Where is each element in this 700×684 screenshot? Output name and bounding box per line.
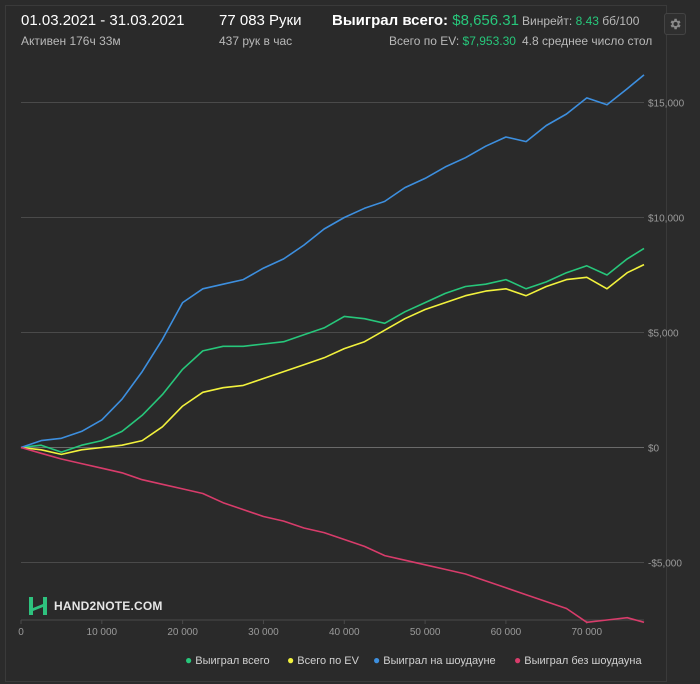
series-line-ev [20,263,645,456]
x-tick-label: 20 000 [167,627,198,638]
hands-count: 77 083 Руки [219,12,302,29]
series-line-showdown [20,74,645,449]
hand2note-logo-icon [29,597,47,615]
y-tick-label: -$5,000 [648,559,682,570]
legend-item-won[interactable]: ● Выиграл всего [185,653,270,667]
legend-label-ev: Всего по EV [297,655,359,667]
x-tick-label: 60 000 [491,627,522,638]
settings-button[interactable] [664,13,686,35]
legend-label-won: Выиграл всего [195,655,270,667]
ev-total: Всего по EV: $7,953.30 [389,34,516,48]
legend-item-ev[interactable]: ● Всего по EV [287,653,359,667]
plot-area [21,68,644,620]
gear-icon [670,18,681,30]
x-tick-label: 30 000 [248,627,279,638]
ev-total-label: Всего по EV: [389,34,460,48]
winrate-label: Винрейт: [522,14,573,28]
x-tick-label: 0 [18,627,24,638]
x-tick-label: 70 000 [571,627,602,638]
legend-marker-non-showdown: ● [514,653,522,667]
y-tick-label: $5,000 [648,329,679,340]
y-tick-label: $15,000 [648,99,685,110]
legend-item-showdown[interactable]: ● Выиграл на шоудауне [373,653,496,667]
hand2note-logo-text: HAND2NOTE.COM [54,599,163,613]
legend-marker-ev: ● [287,653,295,667]
date-range[interactable]: 01.03.2021 - 31.03.2021 [21,12,185,29]
legend-label-non-showdown: Выиграл без шоудауна [524,655,642,667]
x-tick-label: 10 000 [87,627,118,638]
x-tick-label: 50 000 [410,627,441,638]
y-tick-label: $10,000 [648,214,685,225]
legend-marker-won: ● [185,653,193,667]
hand2note-logo: HAND2NOTE.COM [28,596,163,616]
ev-total-value: $7,953.30 [462,34,516,48]
y-tick-label: $0 [648,444,660,455]
x-tick-label: 40 000 [329,627,360,638]
series-line-non-showdown [20,446,645,624]
hands-per-hour: 437 рук в час [219,34,293,48]
won-total: Выиграл всего: $8,656.31 [332,12,519,29]
legend-item-non-showdown[interactable]: ● Выиграл без шоудауна [514,653,642,667]
active-time: Активен 176ч 33м [21,34,121,48]
won-total-value: $8,656.31 [452,12,519,29]
won-total-label: Выиграл всего: [332,12,449,29]
winrate-unit: бб/100 [602,14,640,28]
legend-label-showdown: Выиграл на шоудауне [383,655,496,667]
series-line-won [20,247,645,453]
avg-tables: 4.8 среднее число стол [522,34,653,48]
legend-marker-showdown: ● [373,653,381,667]
winrate: Винрейт: 8.43 бб/100 [522,14,639,28]
winrate-value: 8.43 [575,14,599,28]
